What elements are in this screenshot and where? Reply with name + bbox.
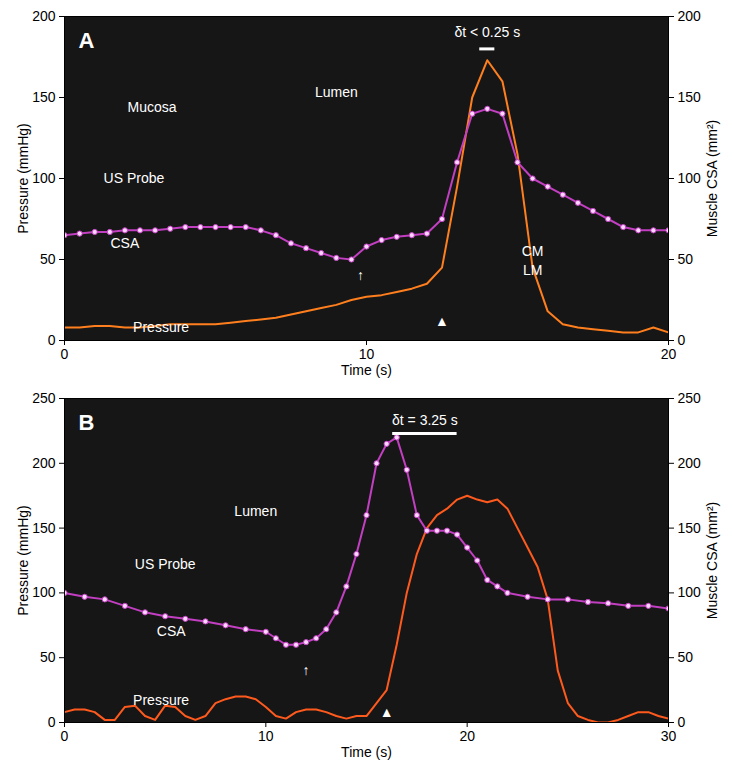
svg-text:▲: ▲ <box>435 313 449 329</box>
svg-text:10: 10 <box>258 728 274 744</box>
svg-text:30: 30 <box>661 728 677 744</box>
svg-text:Pressure (mmHg): Pressure (mmHg) <box>15 505 31 615</box>
svg-text:CSA: CSA <box>111 235 140 251</box>
svg-text:50: 50 <box>40 251 56 267</box>
svg-text:A: A <box>79 28 95 53</box>
svg-text:CSA: CSA <box>157 623 186 639</box>
svg-text:Muscle CSA (mm²): Muscle CSA (mm²) <box>704 120 720 237</box>
svg-text:δt < 0.25 s: δt < 0.25 s <box>454 24 520 40</box>
svg-text:B: B <box>79 410 95 435</box>
svg-text:Time (s): Time (s) <box>341 362 392 378</box>
svg-text:↑: ↑ <box>357 267 364 283</box>
svg-text:Pressure: Pressure <box>133 692 189 708</box>
svg-text:150: 150 <box>678 520 702 536</box>
svg-text:200: 200 <box>678 455 702 471</box>
svg-text:0: 0 <box>678 332 686 348</box>
svg-text:100: 100 <box>32 584 56 600</box>
svg-text:250: 250 <box>32 390 56 406</box>
svg-text:Time (s): Time (s) <box>341 744 392 760</box>
svg-text:Lumen: Lumen <box>234 503 277 519</box>
svg-text:0: 0 <box>678 714 686 730</box>
svg-text:100: 100 <box>32 170 56 186</box>
svg-text:200: 200 <box>32 8 56 24</box>
svg-text:▲: ▲ <box>380 704 394 720</box>
svg-text:50: 50 <box>40 649 56 665</box>
svg-text:50: 50 <box>678 251 694 267</box>
svg-text:200: 200 <box>32 455 56 471</box>
svg-text:0: 0 <box>48 714 56 730</box>
svg-text:0: 0 <box>48 332 56 348</box>
svg-text:Pressure (mmHg): Pressure (mmHg) <box>15 123 31 233</box>
svg-text:Pressure: Pressure <box>133 319 189 335</box>
svg-text:LM: LM <box>523 262 542 278</box>
svg-text:Muscle CSA (mm²): Muscle CSA (mm²) <box>704 502 720 619</box>
svg-text:0: 0 <box>61 728 69 744</box>
svg-text:Lumen: Lumen <box>315 84 358 100</box>
svg-text:Mucosa: Mucosa <box>128 99 177 115</box>
svg-text:20: 20 <box>661 346 677 362</box>
svg-text:100: 100 <box>678 170 702 186</box>
svg-text:50: 50 <box>678 649 694 665</box>
svg-text:150: 150 <box>32 89 56 105</box>
svg-text:δt = 3.25 s: δt = 3.25 s <box>392 412 458 428</box>
svg-text:20: 20 <box>459 728 475 744</box>
svg-text:150: 150 <box>32 520 56 536</box>
svg-text:200: 200 <box>678 8 702 24</box>
svg-text:0: 0 <box>61 346 69 362</box>
svg-text:CM: CM <box>522 243 544 259</box>
svg-text:150: 150 <box>678 89 702 105</box>
svg-text:100: 100 <box>678 584 702 600</box>
svg-text:US Probe: US Probe <box>104 170 165 186</box>
svg-text:10: 10 <box>359 346 375 362</box>
svg-text:↑: ↑ <box>303 662 310 678</box>
svg-text:US Probe: US Probe <box>135 556 196 572</box>
svg-text:250: 250 <box>678 390 702 406</box>
